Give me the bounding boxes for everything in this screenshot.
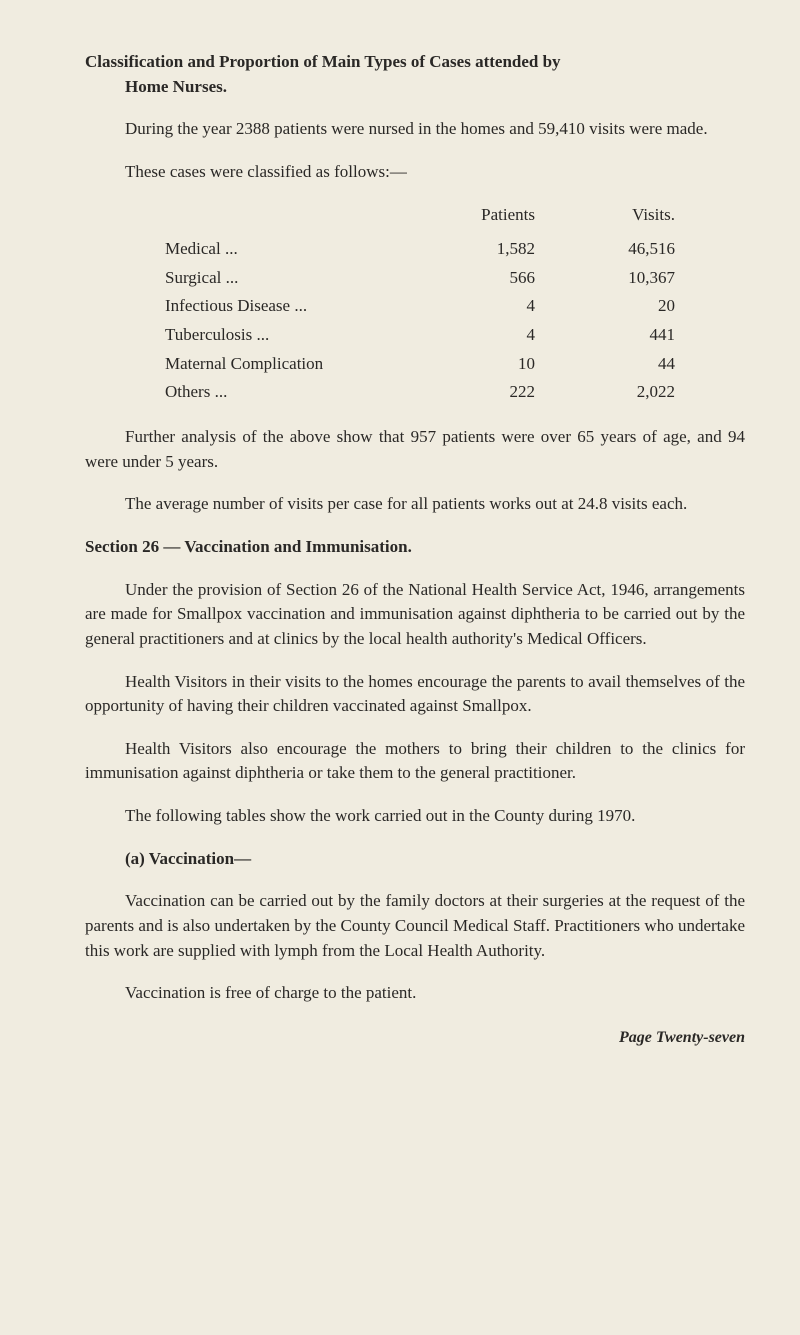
paragraph-10: Vaccination is free of charge to the pat…: [85, 981, 745, 1006]
page-footer: Page Twenty-seven: [85, 1026, 745, 1049]
row-label: Maternal Complication: [165, 352, 415, 377]
row-visits: 10,367: [535, 266, 675, 291]
heading-text-line2: Home Nurses.: [125, 77, 227, 96]
table-row: Infectious Disease ...420: [165, 294, 745, 319]
row-patients: 222: [415, 380, 535, 405]
paragraph-8: The following tables show the work carri…: [85, 804, 745, 829]
table-row: Others ...2222,022: [165, 380, 745, 405]
paragraph-9: Vaccination can be carried out by the fa…: [85, 889, 745, 963]
row-patients: 10: [415, 352, 535, 377]
row-visits: 46,516: [535, 237, 675, 262]
cases-table: Patients Visits. Medical ...1,58246,516 S…: [165, 203, 745, 405]
row-label: Medical ...: [165, 237, 415, 262]
table-row: Surgical ...56610,367: [165, 266, 745, 291]
row-patients: 1,582: [415, 237, 535, 262]
paragraph-5: Under the provision of Section 26 of the…: [85, 578, 745, 652]
row-label: Infectious Disease ...: [165, 294, 415, 319]
paragraph-1: During the year 2388 patients were nurse…: [85, 117, 745, 142]
section-heading-2: Section 26 — Vaccination and Immunisatio…: [85, 535, 745, 560]
table-header-row: Patients Visits.: [165, 203, 745, 228]
row-patients: 4: [415, 323, 535, 348]
header-visits: Visits.: [535, 203, 675, 228]
section-heading-1: Classification and Proportion of Main Ty…: [85, 50, 745, 99]
row-patients: 4: [415, 294, 535, 319]
header-blank: [165, 203, 415, 228]
paragraph-7: Health Visitors also encourage the mothe…: [85, 737, 745, 786]
table-row: Medical ...1,58246,516: [165, 237, 745, 262]
row-label: Surgical ...: [165, 266, 415, 291]
subheading-a: (a) Vaccination—: [125, 847, 745, 872]
paragraph-4: The average number of visits per case fo…: [85, 492, 745, 517]
row-label: Tuberculosis ...: [165, 323, 415, 348]
header-patients: Patients: [415, 203, 535, 228]
table-row: Tuberculosis ...4441: [165, 323, 745, 348]
row-visits: 2,022: [535, 380, 675, 405]
row-visits: 441: [535, 323, 675, 348]
paragraph-2: These cases were classified as follows:—: [85, 160, 745, 185]
row-patients: 566: [415, 266, 535, 291]
row-visits: 20: [535, 294, 675, 319]
heading-text-line1: Classification and Proportion of Main Ty…: [85, 52, 561, 71]
row-visits: 44: [535, 352, 675, 377]
table-row: Maternal Complication1044: [165, 352, 745, 377]
paragraph-3: Further analysis of the above show that …: [85, 425, 745, 474]
paragraph-6: Health Visitors in their visits to the h…: [85, 670, 745, 719]
row-label: Others ...: [165, 380, 415, 405]
